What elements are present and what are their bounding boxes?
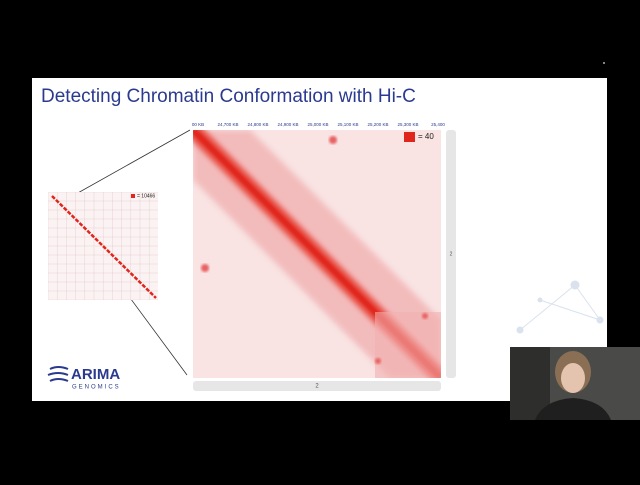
decoration xyxy=(516,280,604,334)
axis-label: 24,800 KB xyxy=(247,122,268,127)
legend-swatch xyxy=(404,132,415,142)
connector xyxy=(59,129,191,204)
top-axis: 00 KB 24,700 KB 24,800 KB 24,900 KB 25,000 K… xyxy=(192,122,446,127)
axis-label: 24,700 KB xyxy=(217,122,238,127)
minimap-legend-swatch xyxy=(131,194,135,198)
logo-name: ARIMA xyxy=(71,366,120,383)
axis-label: 24,900 KB xyxy=(277,122,298,127)
logo-mark xyxy=(47,366,69,382)
axis-label: 25,000 KB xyxy=(307,122,328,127)
axis-label: 25,200 KB xyxy=(367,122,388,127)
heatmap xyxy=(193,130,441,378)
minimap xyxy=(48,192,158,300)
slide-title: Detecting Chromatin Conformation with Hi… xyxy=(41,86,416,107)
scrollbar-vertical xyxy=(446,130,456,378)
scrollbar-label: 2 xyxy=(315,384,319,390)
legend-text: = 40 xyxy=(418,132,434,141)
webcam xyxy=(510,347,640,420)
side-label: 2 xyxy=(450,251,453,257)
axis-label: 25,100 KB xyxy=(337,122,358,127)
axis-label: 25,400 xyxy=(431,122,445,127)
logo-sub: GENOMICS xyxy=(72,385,121,391)
minimap-legend: = 10466 xyxy=(137,193,155,199)
dot xyxy=(603,62,605,64)
axis-label: 00 KB xyxy=(192,122,204,127)
scrollbar-horizontal xyxy=(193,381,441,391)
axis-label: 25,300 KB xyxy=(397,122,418,127)
